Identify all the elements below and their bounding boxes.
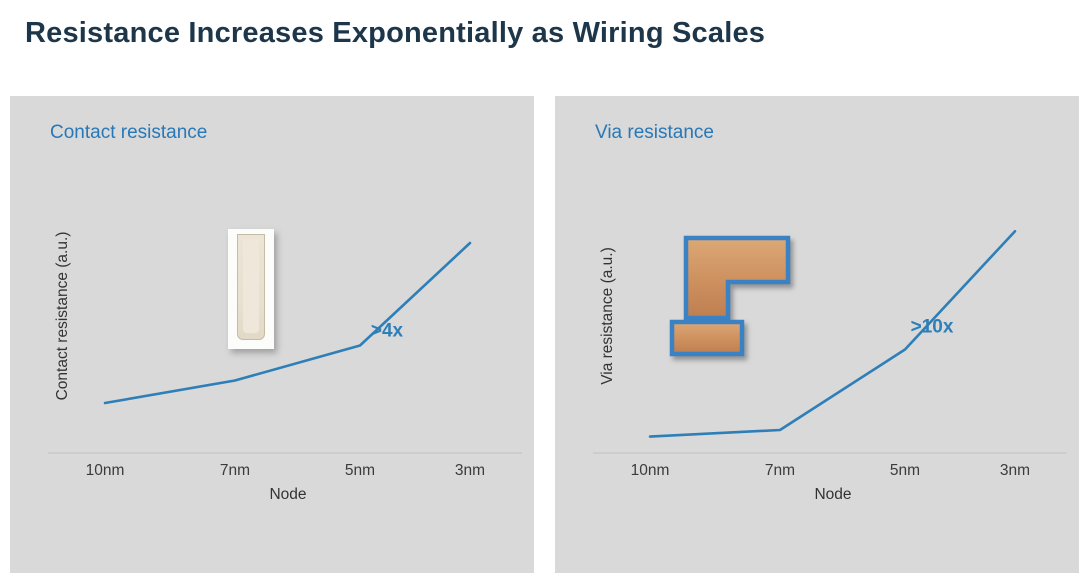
contact-trench-liner <box>237 234 265 340</box>
lower-metal-line <box>669 319 745 357</box>
svg-text:3nm: 3nm <box>455 462 485 479</box>
svg-text:5nm: 5nm <box>890 462 920 479</box>
panels-row: Contact resistance 10nm 7nm 5nm 3nm Node Cont… <box>10 96 1079 573</box>
svg-text:10nm: 10nm <box>86 462 125 479</box>
svg-text:Contact resistance (a.u.): Contact resistance (a.u.) <box>54 232 71 401</box>
svg-text:5nm: 5nm <box>345 462 375 479</box>
slide: Resistance Increases Exponentially as Wi… <box>0 16 1080 582</box>
panel-via-resistance: Via resistance 10nm 7nm 5nm 3nm Node Via resi… <box>555 96 1079 573</box>
svg-text:10nm: 10nm <box>631 462 670 479</box>
svg-text:Node: Node <box>814 486 851 503</box>
svg-text:3nm: 3nm <box>1000 462 1030 479</box>
panel-contact-resistance: Contact resistance 10nm 7nm 5nm 3nm Node Cont… <box>10 96 534 573</box>
svg-text:>10x: >10x <box>911 316 954 337</box>
svg-text:Node: Node <box>269 486 306 503</box>
svg-text:7nm: 7nm <box>765 462 795 479</box>
contact-panel-title: Contact resistance <box>50 122 208 143</box>
contact-trench-fill <box>243 239 259 333</box>
via-panel-title: Via resistance <box>595 122 714 143</box>
via-structure-illustration <box>669 235 791 357</box>
upper-metal-line-with-via <box>683 235 791 321</box>
contact-resistance-chart: 10nm 7nm 5nm 3nm Node Contact resistance (a.u… <box>48 232 522 503</box>
svg-text:7nm: 7nm <box>220 462 250 479</box>
page-title: Resistance Increases Exponentially as Wi… <box>25 17 766 49</box>
svg-text:>4x: >4x <box>371 320 404 341</box>
svg-text:Via resistance (a.u.): Via resistance (a.u.) <box>599 247 616 385</box>
contact-trench-illustration <box>228 229 274 349</box>
via-resistance-chart: 10nm 7nm 5nm 3nm Node Via resistance (a.u.) >1… <box>593 229 1067 503</box>
